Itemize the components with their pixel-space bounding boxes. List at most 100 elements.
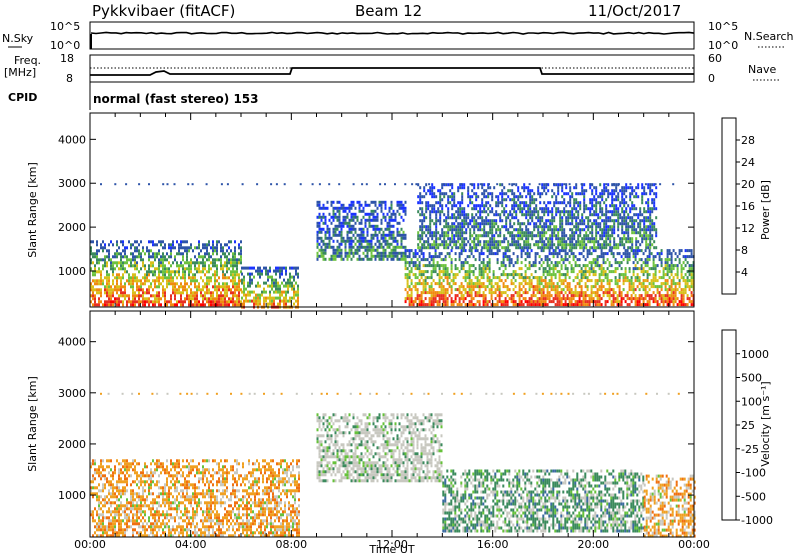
velocity-echo-cell <box>612 392 615 395</box>
power-colorbar-tick: 16 <box>741 200 755 213</box>
velocity-echo-cell <box>550 392 553 395</box>
power-echo-cell <box>654 183 657 186</box>
station-title: Pykkvibaer (fitACF) <box>92 2 235 20</box>
beam-title: Beam 12 <box>355 2 422 20</box>
velocity-echo-region <box>316 413 443 483</box>
freq-right-tick-bottom: 0 <box>708 72 715 85</box>
velocity-echo-cell <box>248 392 251 395</box>
power-echo-cell <box>394 183 396 186</box>
velocity-echo-cell <box>280 392 283 395</box>
noise-right-tick-top: 10^5 <box>708 20 738 33</box>
power-echo-cell <box>568 183 571 186</box>
velocity-colorbar-tick: 1000 <box>741 348 769 361</box>
power-echo-cell <box>318 183 321 186</box>
power-echo-cell <box>361 183 364 186</box>
x-tick-label: 16:00 <box>477 538 509 551</box>
noise-left-tick-top: 10^5 <box>50 20 80 33</box>
power-echo-cell <box>138 183 141 186</box>
velocity-echo-cell <box>599 392 602 395</box>
velocity-echo-cell <box>512 392 515 395</box>
power-colorbar-tick: 4 <box>741 266 748 279</box>
noise-right-tick-bottom: 10^0 <box>708 39 738 52</box>
velocity-echo-cell <box>190 392 193 395</box>
power-echo-cell <box>404 183 407 186</box>
velocity-echo-cell <box>240 392 243 395</box>
velocity-echo-cell <box>541 392 544 395</box>
velocity-echo-cell <box>263 392 265 395</box>
velocity-echo-cell <box>402 392 405 395</box>
velocity-echo-cell <box>107 392 110 395</box>
velocity-echo-cell <box>469 392 472 395</box>
power-colorbar-tick: 28 <box>741 134 755 147</box>
velocity-echo-cell <box>645 392 648 395</box>
power-echo-region <box>241 266 299 309</box>
power-echo-cell <box>100 183 102 186</box>
power-echo-cell <box>612 183 615 186</box>
power-echo-region <box>404 249 695 307</box>
velocity-echo-cell <box>369 392 372 395</box>
power-echo-cell <box>580 183 583 186</box>
power-echo-cell <box>205 183 208 186</box>
power-echo-cell <box>629 183 632 186</box>
power-echo-region <box>417 183 658 250</box>
power-echo-cell <box>496 183 499 186</box>
velocity-echo-cell <box>583 392 586 395</box>
power-y-tick-label: 2000 <box>58 221 86 234</box>
power-echo-cell <box>528 183 531 186</box>
velocity-y-label: Slant Range [km] <box>26 376 39 472</box>
power-echo-cell <box>428 183 431 186</box>
power-colorbar-tick: 24 <box>741 156 755 169</box>
power-echo-cell <box>553 183 555 186</box>
velocity-echo-cell <box>492 392 495 395</box>
power-echo-cell <box>379 183 382 186</box>
velocity-echo-cell <box>206 392 209 395</box>
velocity-echo-cell <box>410 392 413 395</box>
x-tick-label: 12:00 <box>376 538 408 551</box>
power-echo-cell <box>545 183 548 186</box>
power-echo-cell <box>365 183 368 186</box>
velocity-colorbar-tick: -500 <box>741 490 766 503</box>
power-echo-cell <box>162 183 165 186</box>
velocity-colorbar-tick: 100 <box>741 395 762 408</box>
velocity-echo-cell <box>196 392 199 395</box>
power-echo-cell <box>384 183 386 186</box>
power-y-tick-label: 4000 <box>58 133 86 146</box>
velocity-colorbar-tick: -100 <box>741 467 766 480</box>
power-echo-cell <box>114 183 117 186</box>
power-echo-cell <box>299 183 302 186</box>
power-echo-region <box>316 200 407 261</box>
x-tick-label: 08:00 <box>275 538 307 551</box>
power-echo-cell <box>605 183 608 186</box>
power-echo-cell <box>589 183 592 186</box>
power-echo-cell <box>659 183 662 186</box>
power-echo-cell <box>338 183 341 186</box>
velocity-echo-cell <box>572 392 575 395</box>
velocity-echo-cell <box>555 392 557 395</box>
velocity-colorbar-tick: 500 <box>741 372 762 385</box>
power-echo-cell <box>538 183 541 186</box>
power-echo-cell <box>488 183 490 186</box>
velocity-echo-cell <box>131 392 134 395</box>
velocity-colorbar-tick: -25 <box>741 443 759 456</box>
velocity-echo-cell <box>230 392 232 395</box>
velocity-echo-cell <box>336 392 339 395</box>
freq-left-label-2: [MHz] <box>4 66 36 79</box>
velocity-colorbar-tick: 25 <box>741 419 755 432</box>
velocity-echo-cell <box>677 392 680 395</box>
velocity-colorbar-tick: -1000 <box>741 514 773 527</box>
power-echo-cell <box>191 183 194 186</box>
velocity-echo-cell <box>587 392 590 395</box>
velocity-echoes <box>90 392 696 538</box>
velocity-echo-cell <box>151 392 154 395</box>
power-colorbar-label: Power [dB] <box>759 180 772 240</box>
power-y-label: Slant Range [km] <box>26 162 39 258</box>
velocity-echo-region <box>90 459 300 538</box>
power-echo-cell <box>270 183 273 186</box>
power-colorbar-tick: 20 <box>741 178 755 191</box>
power-colorbar-tick: 12 <box>741 222 755 235</box>
power-echo-cell <box>220 183 223 186</box>
power-echo-cell <box>513 183 515 186</box>
velocity-echo-cell <box>186 392 189 395</box>
velocity-echo-cell <box>656 392 658 395</box>
freq-left-tick-top: 18 <box>60 52 74 65</box>
